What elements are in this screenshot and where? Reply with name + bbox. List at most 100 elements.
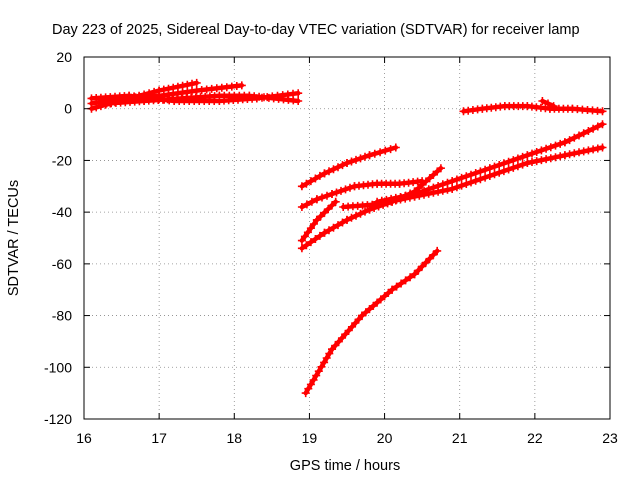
data-point bbox=[565, 136, 574, 145]
data-point bbox=[312, 195, 321, 204]
data-point bbox=[570, 149, 579, 158]
x-tick-label: 20 bbox=[377, 430, 393, 446]
data-point bbox=[301, 389, 310, 398]
data-point bbox=[518, 160, 527, 169]
data-point bbox=[584, 127, 593, 135]
data-point bbox=[387, 194, 396, 203]
data-point bbox=[457, 181, 466, 190]
data-point bbox=[376, 148, 385, 157]
data-point bbox=[329, 165, 338, 174]
data-point bbox=[509, 163, 518, 172]
data-point bbox=[352, 211, 360, 220]
data-point bbox=[467, 170, 475, 179]
x-tick-label: 18 bbox=[226, 430, 242, 446]
data-point bbox=[370, 149, 379, 158]
data-point bbox=[452, 175, 461, 184]
series-track bbox=[301, 246, 442, 398]
data-point bbox=[391, 143, 400, 152]
data-layer bbox=[87, 78, 607, 398]
data-point bbox=[315, 231, 324, 240]
data-point bbox=[593, 144, 602, 153]
data-point bbox=[410, 190, 419, 198]
data-point bbox=[457, 173, 466, 182]
y-tick-label: -40 bbox=[52, 204, 72, 220]
data-point bbox=[560, 138, 569, 147]
data-point bbox=[537, 146, 546, 155]
data-point bbox=[361, 152, 369, 161]
data-point bbox=[509, 156, 518, 165]
data-point bbox=[471, 169, 480, 177]
data-point bbox=[306, 177, 315, 186]
data-point bbox=[377, 196, 386, 205]
data-point bbox=[365, 151, 374, 160]
y-tick-label: 0 bbox=[64, 101, 72, 117]
data-point bbox=[297, 203, 306, 211]
series-track bbox=[297, 143, 400, 191]
data-point bbox=[549, 102, 558, 111]
data-point bbox=[448, 184, 457, 193]
data-point bbox=[523, 159, 532, 167]
data-point bbox=[471, 176, 480, 185]
series-track bbox=[297, 197, 340, 245]
data-point bbox=[523, 151, 532, 160]
data-point bbox=[406, 273, 415, 282]
data-point bbox=[598, 107, 607, 116]
data-point bbox=[325, 167, 333, 176]
y-axis-label: SDTVAR / TECUs bbox=[6, 180, 22, 296]
data-point bbox=[297, 182, 306, 191]
data-point bbox=[303, 228, 312, 237]
data-point bbox=[329, 223, 338, 232]
grid bbox=[84, 57, 610, 419]
y-tick-label: -60 bbox=[52, 256, 72, 272]
data-point bbox=[421, 258, 430, 267]
data-point bbox=[485, 171, 494, 180]
data-point bbox=[556, 152, 565, 161]
data-point bbox=[452, 183, 461, 192]
series-track bbox=[102, 91, 303, 108]
data-point bbox=[410, 270, 419, 279]
data-point bbox=[429, 250, 438, 259]
data-point bbox=[188, 79, 196, 88]
data-point bbox=[546, 143, 555, 152]
data-point bbox=[337, 186, 345, 195]
data-point bbox=[317, 362, 326, 371]
data-point bbox=[323, 191, 331, 200]
data-point bbox=[476, 167, 485, 176]
series-track bbox=[459, 102, 607, 116]
data-point bbox=[388, 285, 397, 294]
data-point bbox=[589, 124, 598, 133]
data-point bbox=[343, 215, 351, 224]
data-point bbox=[490, 162, 499, 171]
data-point bbox=[312, 371, 321, 380]
data-point bbox=[542, 144, 551, 153]
data-point bbox=[325, 226, 333, 235]
data-point bbox=[183, 80, 192, 89]
data-point bbox=[401, 192, 410, 200]
data-point bbox=[433, 246, 442, 255]
data-point bbox=[490, 170, 499, 179]
data-point bbox=[481, 173, 490, 182]
data-point bbox=[544, 99, 552, 108]
data-point bbox=[307, 197, 316, 206]
data-point bbox=[294, 89, 303, 98]
data-point bbox=[565, 150, 574, 159]
data-point bbox=[579, 147, 588, 156]
data-point bbox=[405, 191, 414, 199]
data-point bbox=[192, 78, 201, 87]
data-point bbox=[332, 188, 341, 197]
data-point bbox=[518, 152, 527, 161]
data-point bbox=[346, 183, 354, 192]
data-point bbox=[504, 157, 513, 166]
data-point bbox=[311, 235, 320, 243]
data-point bbox=[575, 148, 583, 157]
data-point bbox=[425, 254, 434, 263]
data-point bbox=[356, 154, 365, 163]
data-point bbox=[320, 208, 329, 217]
data-point bbox=[434, 182, 443, 190]
data-point bbox=[315, 171, 324, 180]
data-point bbox=[570, 133, 579, 142]
data-point bbox=[513, 154, 522, 163]
data-point bbox=[309, 220, 318, 228]
